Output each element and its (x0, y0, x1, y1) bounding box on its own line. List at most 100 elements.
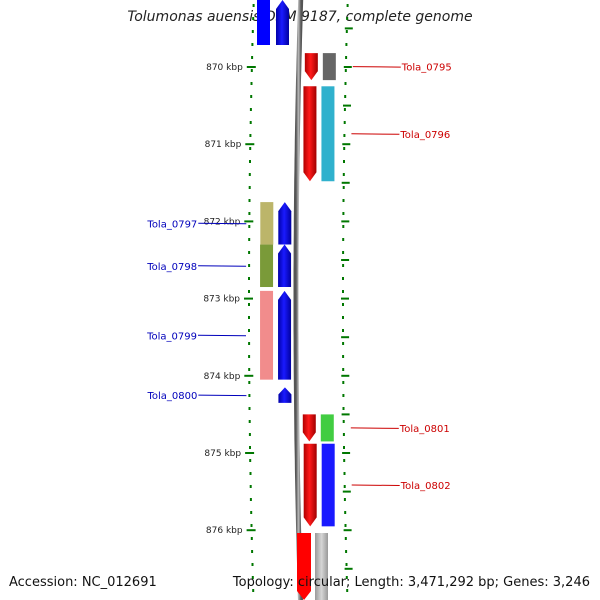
guide-dot-left (252, 4, 255, 7)
gene-arrow[interactable] (304, 53, 318, 81)
guide-dot-left (248, 303, 250, 306)
gene-arrow[interactable] (278, 290, 292, 380)
tick-mark-right (344, 567, 353, 570)
guide-dot-left (249, 121, 252, 124)
guide-dot-right (345, 550, 348, 553)
gene-arrow[interactable] (302, 414, 316, 442)
guide-dot-right (342, 290, 344, 293)
guide-dot-left (248, 420, 251, 423)
guide-dot-left (249, 498, 252, 501)
guide-dot-right (346, 17, 349, 20)
genome-backbone (293, 0, 304, 600)
gene-label[interactable]: Tola_0796 (399, 130, 450, 141)
guide-dot-right (344, 95, 347, 98)
guide-dot-left (248, 342, 251, 345)
guide-dot-right (344, 82, 347, 85)
guide-dot-right (343, 147, 346, 150)
tick-mark-right (344, 27, 353, 30)
scale-tick-label: 873 kbp (203, 295, 240, 305)
guide-dot-left (249, 485, 252, 488)
guide-dot-right (342, 225, 345, 228)
guide-dot-left (248, 355, 251, 358)
guide-dot-right (342, 303, 344, 306)
gene-label[interactable]: Tola_0797 (146, 219, 197, 230)
guide-dot-left (248, 407, 251, 410)
guide-dot-right (343, 160, 345, 163)
gene-label[interactable]: Tola_0795 (401, 63, 452, 74)
edge-gene-arrow[interactable] (297, 533, 311, 600)
gene-cog-box (260, 290, 274, 380)
guide-dot-left (248, 394, 251, 397)
guide-dot-left (250, 537, 253, 540)
scale-tick-label: 876 kbp (206, 526, 243, 536)
scale-tick-label: 872 kbp (204, 217, 241, 227)
guide-dot-right (342, 238, 345, 241)
guide-dot-right (344, 69, 347, 72)
gene-arrow[interactable] (278, 244, 292, 288)
guide-dot-right (345, 563, 348, 566)
tick-mark-right (343, 529, 352, 532)
guide-dot-right (344, 524, 347, 527)
guide-dot-left (249, 108, 252, 111)
guide-dot-left (250, 69, 253, 72)
scale-tick (244, 297, 253, 300)
gene-label-leader (197, 334, 247, 337)
guide-dot-right (343, 121, 346, 124)
tick-mark-right (342, 490, 351, 493)
gene-label[interactable]: Tola_0802 (400, 481, 451, 492)
guide-dot-left (250, 82, 253, 85)
guide-dot-left (249, 472, 252, 475)
edge-gene-arrow[interactable] (276, 0, 289, 45)
gene-label[interactable]: Tola_0801 (399, 424, 450, 435)
guide-dot-left (248, 199, 251, 202)
scale-tick-label: 870 kbp (206, 63, 243, 73)
gene-arrow[interactable] (303, 443, 317, 527)
gene-label[interactable]: Tola_0800 (147, 391, 198, 402)
gene-cog-box (321, 443, 335, 527)
guide-dot-right (342, 186, 345, 189)
guide-dot-left (248, 329, 250, 332)
topology-text: Topology: circular; Length: 3,471,292 bp… (232, 575, 590, 590)
guide-dot-left (249, 147, 252, 150)
guide-dot-left (251, 56, 254, 59)
guide-dot-right (342, 251, 345, 254)
guide-dot-left (251, 550, 254, 553)
gene-label[interactable]: Tola_0799 (146, 331, 197, 342)
guide-dot-left (252, 17, 255, 20)
guide-dot-right (345, 43, 348, 46)
guide-dot-right (345, 576, 348, 579)
guide-dot-right (343, 485, 346, 488)
tick-mark-right (341, 259, 350, 261)
gene-label-leader (351, 133, 400, 135)
guide-dot-right (342, 433, 345, 436)
edge-gene-cog-box (257, 0, 270, 45)
tick-mark-right (342, 452, 351, 454)
gene-cog-box (322, 53, 336, 81)
guide-dot-right (342, 368, 345, 371)
scale-tick-label: 871 kbp (205, 140, 242, 150)
gene-arrow[interactable] (303, 86, 317, 182)
guide-dot-right (342, 329, 344, 332)
guide-dot-left (251, 43, 254, 46)
gene-label-leader (352, 66, 401, 68)
guide-dot-right (346, 4, 349, 7)
guide-dot-right (342, 199, 345, 202)
guide-dot-left (250, 524, 253, 527)
guide-dot-right (344, 511, 347, 514)
gene-label-leader (351, 484, 400, 486)
guide-dot-right (342, 420, 345, 423)
guide-dot-right (342, 394, 345, 397)
gene-arrow[interactable] (278, 387, 292, 403)
guide-dot-left (249, 446, 251, 449)
guide-dot-left (251, 576, 254, 579)
guide-dot-right (342, 342, 345, 345)
guide-dot-right (345, 30, 348, 33)
gene-arrow[interactable] (278, 202, 292, 245)
scale-tick (244, 374, 254, 377)
gene-label[interactable]: Tola_0798 (146, 262, 197, 273)
guide-dot-left (250, 95, 253, 98)
edge-gene-cog-box (315, 533, 328, 600)
guide-dot-right (342, 277, 344, 280)
guide-dot-left (251, 563, 254, 566)
